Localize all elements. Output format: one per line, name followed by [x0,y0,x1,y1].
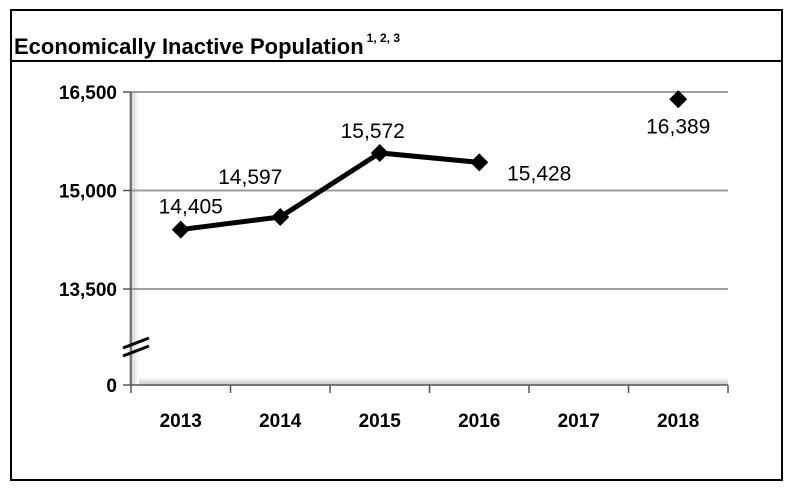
y-tick-label: 0 [106,376,117,397]
data-label: 15,572 [341,120,405,143]
x-tick-label: 2013 [160,411,202,432]
title-bar: Economically Inactive Population 1, 2, 3 [12,11,781,62]
x-tick-label: 2015 [359,411,402,432]
y-tick-label: 13,500 [59,280,117,301]
chart-title: Economically Inactive Population 1, 2, 3 [14,31,400,60]
axis-break-mark [122,336,150,350]
data-point-marker [271,207,290,226]
plot-floor-shadow [131,377,728,385]
y-tick-label: 15,000 [59,182,117,203]
data-label: 14,405 [159,196,223,219]
title-footnote-refs: 1, 2, 3 [366,31,400,45]
x-tick-label: 2016 [458,411,500,432]
axis-break-mark [122,344,150,358]
x-tick-label: 2017 [558,411,600,432]
series-line [181,99,679,229]
data-point-marker [470,153,489,172]
data-label: 16,389 [646,115,710,138]
data-label: 14,597 [218,166,282,189]
data-point-marker [370,143,389,162]
data-label: 15,428 [507,162,571,185]
data-point-marker [669,90,688,109]
x-tick-label: 2018 [657,411,699,432]
chart-title-text: Economically Inactive Population [14,34,364,59]
plot-wall-shadow [129,92,139,385]
x-tick-label: 2014 [259,411,302,432]
y-tick-label: 16,500 [59,83,117,104]
data-point-marker [171,220,190,239]
